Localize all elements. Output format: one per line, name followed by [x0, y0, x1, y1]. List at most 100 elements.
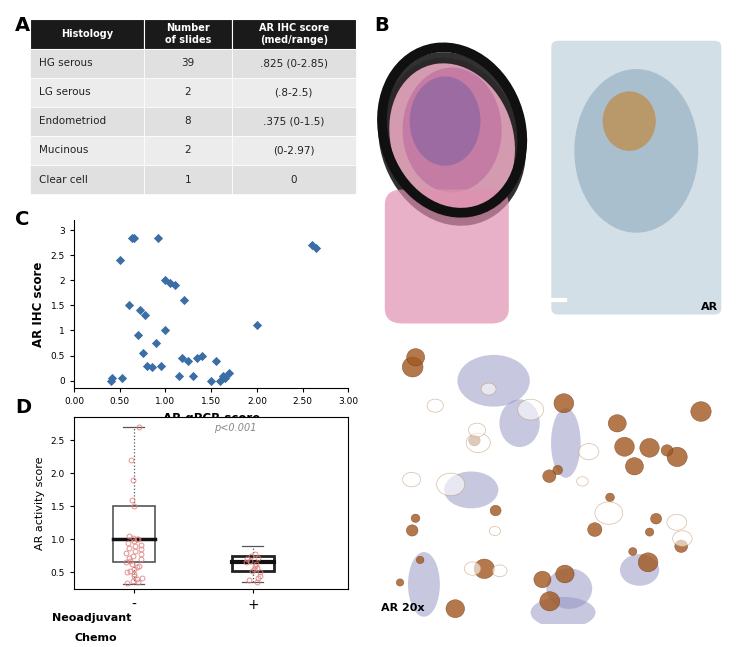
Text: LG serous: LG serous: [39, 87, 91, 97]
Point: [176, 353, 188, 363]
Text: Neoadjuvant: Neoadjuvant: [52, 613, 131, 623]
Ellipse shape: [465, 562, 481, 575]
Ellipse shape: [576, 477, 588, 486]
Ellipse shape: [416, 556, 424, 564]
Point: [127, 232, 139, 243]
Text: Histology: Histology: [61, 29, 113, 39]
Point: [142, 360, 153, 371]
Ellipse shape: [534, 571, 551, 587]
Point: [310, 243, 322, 253]
Point: [187, 371, 199, 381]
Bar: [232, 136, 356, 165]
Text: AR IHC score
(med/range): AR IHC score (med/range): [259, 23, 329, 45]
Point: [251, 320, 263, 331]
Ellipse shape: [427, 399, 443, 412]
Ellipse shape: [691, 402, 711, 421]
Ellipse shape: [608, 415, 626, 432]
Ellipse shape: [639, 439, 659, 457]
Text: .825 (0-2.85): .825 (0-2.85): [260, 58, 328, 68]
Text: B: B: [374, 16, 389, 35]
Bar: [144, 136, 232, 165]
Point: [205, 375, 217, 386]
Ellipse shape: [384, 58, 520, 220]
Ellipse shape: [518, 399, 544, 420]
Text: Endometriod: Endometriod: [39, 116, 107, 126]
Ellipse shape: [468, 435, 480, 446]
Point: [159, 275, 171, 285]
Y-axis label: AR activity score: AR activity score: [35, 456, 45, 550]
Point: [114, 255, 126, 265]
Bar: [144, 107, 232, 136]
Ellipse shape: [546, 568, 592, 609]
Point: [155, 360, 167, 371]
Point: [107, 373, 119, 383]
Text: 8: 8: [185, 116, 191, 126]
Ellipse shape: [588, 523, 602, 536]
Ellipse shape: [574, 69, 698, 233]
Point: [217, 371, 229, 381]
Text: 39: 39: [181, 58, 194, 68]
Ellipse shape: [499, 399, 539, 447]
Ellipse shape: [554, 394, 574, 413]
Ellipse shape: [489, 527, 500, 536]
Ellipse shape: [605, 493, 614, 501]
Text: Clear cell: Clear cell: [39, 175, 88, 184]
Bar: [30, 19, 144, 49]
Bar: [144, 78, 232, 107]
Bar: [30, 49, 144, 78]
Ellipse shape: [406, 525, 418, 536]
Bar: [30, 107, 144, 136]
Text: (0-2.97): (0-2.97): [273, 146, 314, 155]
Bar: [30, 78, 144, 107]
Ellipse shape: [556, 565, 574, 583]
Ellipse shape: [410, 76, 480, 166]
Ellipse shape: [468, 423, 485, 437]
Point: [152, 232, 164, 243]
Text: Chemo: Chemo: [74, 633, 117, 642]
Point: [123, 300, 135, 311]
Ellipse shape: [675, 540, 688, 553]
Bar: [232, 556, 273, 571]
Text: AR: AR: [701, 302, 718, 312]
Ellipse shape: [625, 457, 643, 475]
Point: [150, 338, 162, 348]
Ellipse shape: [531, 597, 596, 628]
Text: AR 20x: AR 20x: [382, 603, 425, 613]
Ellipse shape: [542, 470, 556, 483]
Bar: [113, 507, 155, 562]
Ellipse shape: [645, 528, 654, 536]
Text: 1: 1: [185, 175, 191, 184]
Ellipse shape: [396, 579, 404, 586]
Ellipse shape: [466, 433, 491, 452]
Bar: [232, 165, 356, 194]
FancyBboxPatch shape: [385, 190, 509, 324]
Ellipse shape: [411, 514, 420, 523]
Y-axis label: AR IHC score: AR IHC score: [32, 261, 45, 347]
Ellipse shape: [595, 502, 622, 524]
Point: [191, 353, 203, 363]
Ellipse shape: [539, 591, 559, 611]
Ellipse shape: [446, 600, 465, 618]
Ellipse shape: [673, 531, 692, 546]
Ellipse shape: [457, 355, 530, 407]
Ellipse shape: [551, 408, 581, 477]
Point: [126, 232, 138, 243]
Text: (.8-2.5): (.8-2.5): [275, 87, 313, 97]
Point: [134, 305, 146, 316]
Ellipse shape: [490, 505, 501, 516]
Ellipse shape: [444, 472, 499, 509]
Bar: [30, 165, 144, 194]
Bar: [232, 107, 356, 136]
Ellipse shape: [615, 437, 634, 456]
Text: HG serous: HG serous: [39, 58, 93, 68]
Point: [159, 325, 171, 336]
Bar: [232, 49, 356, 78]
Point: [139, 310, 151, 320]
Text: Mucinous: Mucinous: [39, 146, 89, 155]
Ellipse shape: [628, 547, 637, 555]
Point: [169, 280, 181, 291]
Ellipse shape: [407, 349, 425, 366]
Bar: [144, 19, 232, 49]
Ellipse shape: [553, 465, 562, 475]
Point: [104, 375, 116, 386]
